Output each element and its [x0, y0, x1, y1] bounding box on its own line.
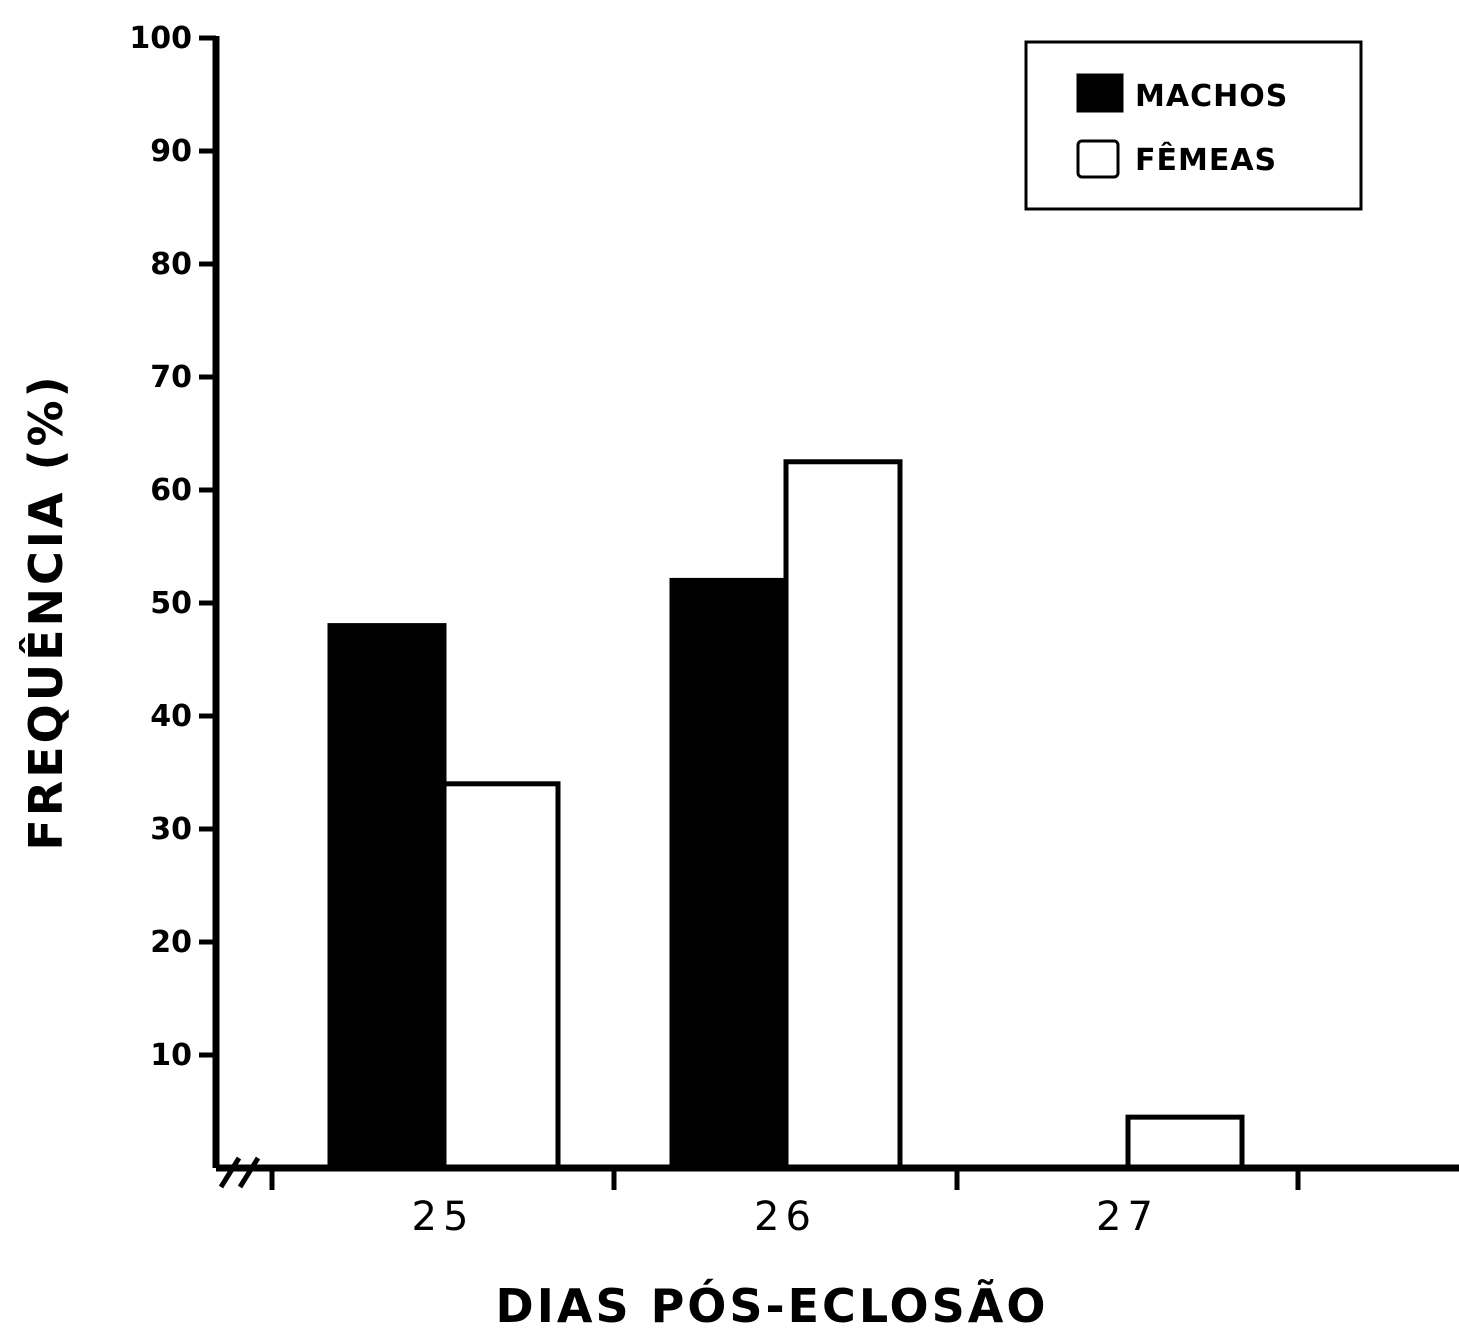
y-axis-ticks: 10 20 30 40 50 60 70 80 90 100 [129, 21, 216, 1073]
bar-25-femeas [441, 781, 561, 1171]
y-tick-label-70: 70 [150, 360, 192, 395]
x-axis-title: DIAS PÓS-ECLOSÃO [496, 1278, 1049, 1328]
bar-25-machos [327, 623, 447, 1171]
bar-27-femeas [1125, 1114, 1245, 1171]
bars-group [327, 459, 1245, 1171]
y-tick-label-50: 50 [150, 586, 192, 621]
y-tick-label-10: 10 [150, 1038, 192, 1073]
x-tick-label-26: 26 [754, 1194, 817, 1240]
bar-26-machos [669, 577, 789, 1171]
y-axis-title: FREQUÊNCIA (%) [19, 373, 73, 850]
y-tick-label-30: 30 [150, 812, 192, 847]
y-tick-label-20: 20 [150, 925, 192, 960]
legend-swatch-femeas [1076, 139, 1120, 179]
y-tick-label-90: 90 [150, 134, 192, 169]
x-tick-label-25: 25 [412, 1194, 475, 1240]
legend-label-femeas: FÊMEAS [1135, 142, 1277, 178]
legend-swatch-machos [1076, 73, 1124, 113]
bar-26-femeas [783, 459, 903, 1171]
y-tick-label-60: 60 [150, 473, 192, 508]
legend-label-machos: MACHOS [1135, 79, 1288, 114]
legend-box [1024, 40, 1363, 211]
x-axis-ticks: 25 26 27 [269, 1168, 1301, 1240]
legend: MACHOS FÊMEAS [1024, 40, 1363, 211]
y-tick-label-40: 40 [150, 699, 192, 734]
x-tick-label-27: 27 [1096, 1194, 1159, 1240]
y-tick-label-100: 100 [129, 21, 192, 56]
axis-break-mark [218, 1156, 261, 1189]
y-tick-label-80: 80 [150, 247, 192, 282]
